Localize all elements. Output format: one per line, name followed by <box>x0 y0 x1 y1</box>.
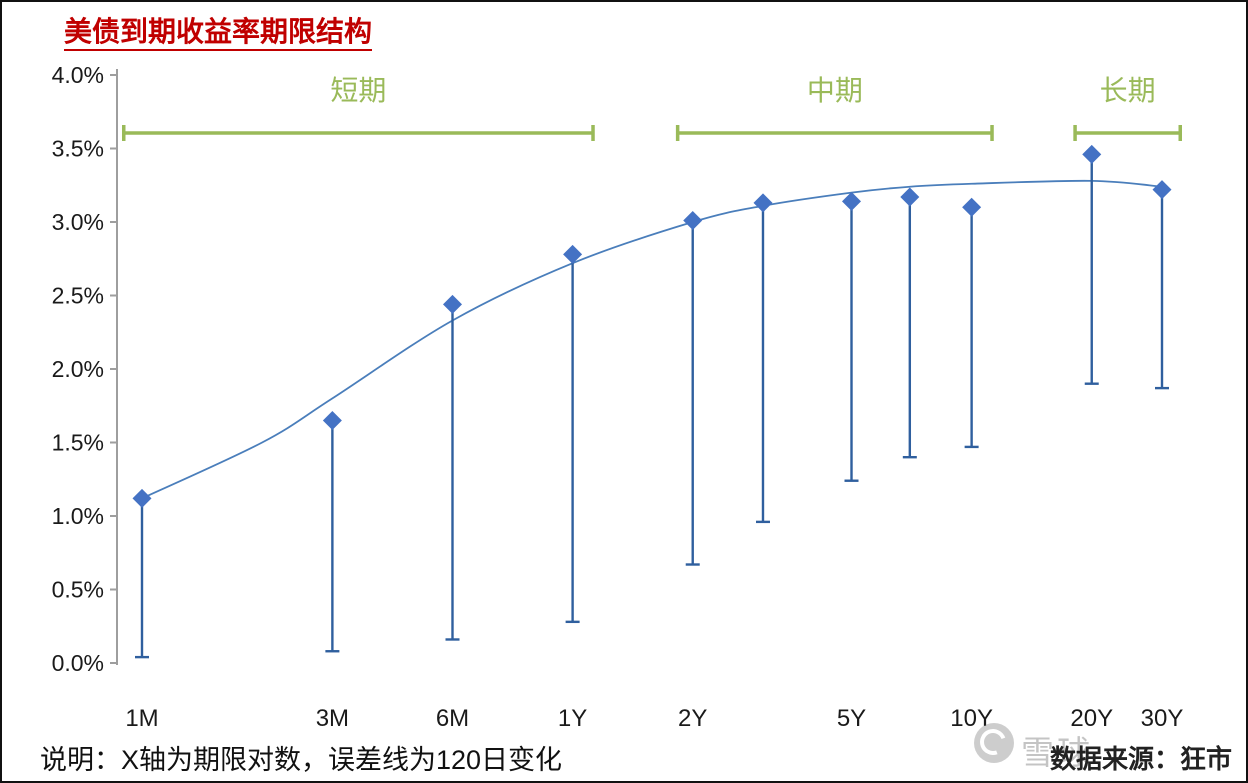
footnote: 说明：X轴为期限对数，误差线为120日变化 <box>40 745 563 775</box>
data-point-diamond <box>683 211 703 231</box>
data-point-diamond <box>900 187 920 207</box>
x-axis-label: 30Y <box>1141 705 1184 732</box>
x-axis-label: 20Y <box>1070 705 1113 732</box>
data-point-diamond <box>962 197 982 217</box>
data-point-diamond <box>442 294 462 314</box>
chart-title: 美债到期收益率期限结构 <box>64 16 373 52</box>
fit-curve <box>141 179 1163 500</box>
y-axis-label: 3.0% <box>52 209 104 235</box>
data-source: 数据来源：狂市 <box>1049 744 1232 774</box>
bracket-label: 短期 <box>330 75 386 106</box>
data-point-diamond <box>563 244 583 264</box>
x-axis-label: 6M <box>436 705 469 732</box>
y-axis-label: 3.5% <box>52 136 104 162</box>
y-axis-label: 4.0% <box>52 62 104 88</box>
x-axis-label: 5Y <box>837 705 866 732</box>
bracket-label: 中期 <box>807 75 863 106</box>
data-point-diamond <box>322 410 342 430</box>
x-axis-label: 2Y <box>678 705 707 732</box>
y-axis-label: 0.0% <box>52 650 104 676</box>
data-point-diamond <box>1152 180 1172 200</box>
data-point-diamond <box>753 193 773 213</box>
x-axis-label: 10Y <box>950 705 993 732</box>
x-axis-label: 1Y <box>558 705 587 732</box>
data-point-diamond <box>842 191 862 211</box>
y-axis-label: 2.0% <box>52 356 104 382</box>
y-axis-label: 2.5% <box>52 283 104 309</box>
x-axis-label: 1M <box>125 705 158 732</box>
y-axis-label: 0.5% <box>52 577 104 603</box>
bracket-label: 长期 <box>1100 75 1156 106</box>
y-axis-label: 1.5% <box>52 430 104 456</box>
data-point-diamond <box>1082 144 1102 164</box>
y-axis-label: 1.0% <box>52 503 104 529</box>
data-point-diamond <box>132 488 152 508</box>
x-axis-label: 3M <box>316 705 349 732</box>
